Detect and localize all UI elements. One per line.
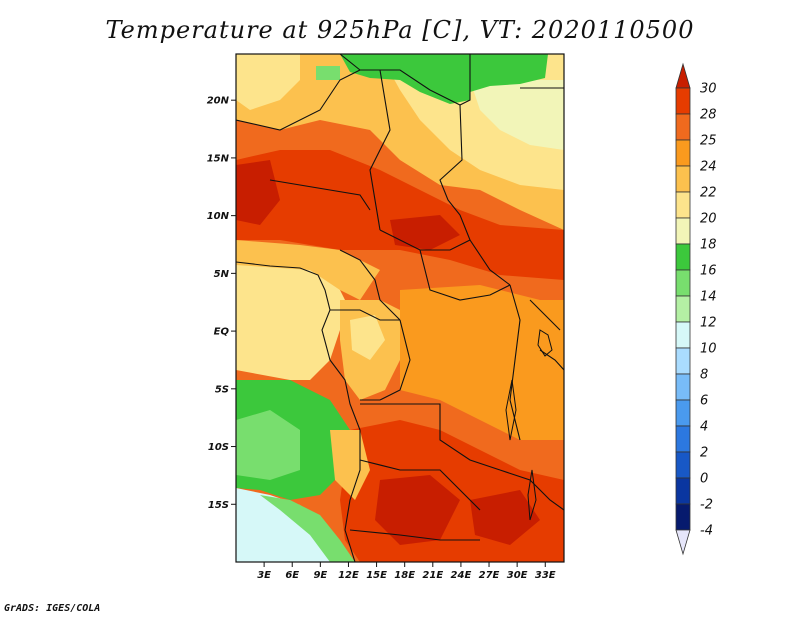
colorbar-label: -2 xyxy=(700,498,713,513)
colorbar-segment xyxy=(675,269,691,297)
coastline xyxy=(236,261,361,562)
temp-zone-south-hotspot2 xyxy=(470,490,540,545)
colorbar-label: 24 xyxy=(700,160,717,175)
footer-credit: GrADS: IGES/COLA xyxy=(4,603,101,614)
temp-zone-east-orange xyxy=(400,285,564,440)
colorbar-label: 2 xyxy=(700,446,708,461)
country-borders xyxy=(236,54,564,541)
colorbar-label: 18 xyxy=(700,238,717,253)
colorbar-segment xyxy=(675,217,691,245)
colorbar-label: 16 xyxy=(700,264,717,279)
colorbar-segment xyxy=(675,113,691,141)
colorbar-segment xyxy=(675,425,691,453)
lat-tick-label: 15N xyxy=(207,153,230,164)
colorbar-segment xyxy=(675,347,691,375)
lat-tick-label: 5N xyxy=(214,269,230,280)
map-title: Temperature at 925hPa [C], VT: 202011050… xyxy=(105,16,695,44)
longitude-axis: 3E 6E 9E 12E 15E 18E 21E 24E 27E 30E 33E xyxy=(257,562,556,581)
temp-zone-sw-coast-green xyxy=(260,495,355,562)
temp-zone-northeast-lightyellow xyxy=(470,80,564,150)
temp-zone-congo-pale xyxy=(350,315,385,360)
lon-tick-label: 9E xyxy=(313,570,327,581)
colorbar-segment xyxy=(675,503,691,531)
lon-tick-label: 15E xyxy=(366,570,387,581)
lon-tick-label: 12E xyxy=(338,570,359,581)
colorbar-label: -4 xyxy=(700,524,713,539)
colorbar-label: 30 xyxy=(700,82,717,97)
lat-tick-label: 10N xyxy=(207,211,230,222)
colorbar-segment xyxy=(675,295,691,323)
temp-zone-sw-lightgreen xyxy=(236,410,300,480)
colorbar-segment xyxy=(675,139,691,167)
temp-zone-west-yellow xyxy=(236,240,380,300)
temp-zone-guinea-pale xyxy=(236,262,345,380)
lat-tick-label: 5S xyxy=(215,384,229,395)
colorbar-segment xyxy=(675,477,691,505)
lon-tick-label: 21E xyxy=(422,570,443,581)
colorbar-segment xyxy=(675,165,691,193)
colorbar-label: 10 xyxy=(700,342,717,357)
colorbar-segment xyxy=(675,87,691,115)
lat-tick-label: 15S xyxy=(208,500,229,511)
lon-tick-label: 24E xyxy=(451,570,472,581)
colorbar-label: 25 xyxy=(700,134,717,149)
colorbar-label: 8 xyxy=(700,368,708,383)
lon-tick-label: 18E xyxy=(394,570,415,581)
colorbar-label: 0 xyxy=(700,472,708,487)
lon-tick-label: 30E xyxy=(507,570,528,581)
colorbar-label: 28 xyxy=(700,108,717,123)
colorbar-label: 6 xyxy=(700,394,708,409)
temp-zone-north-lightgreen xyxy=(316,66,340,80)
colorbar-label: 14 xyxy=(700,290,717,305)
colorbar-segment xyxy=(675,399,691,427)
colorbar-segment xyxy=(675,373,691,401)
temp-zone-sahel-hotspot xyxy=(390,215,460,250)
colorbar-label: 12 xyxy=(700,316,717,331)
lat-tick-label: EQ xyxy=(214,327,230,338)
latitude-axis: 20N 15N 10N 5N EQ 5S 10S 15S xyxy=(207,96,236,511)
colorbar-label: 22 xyxy=(700,186,717,201)
colorbar-segment xyxy=(675,243,691,271)
colorbar-label: 20 xyxy=(700,212,717,227)
lon-tick-label: 27E xyxy=(479,570,500,581)
colorbar-label: 4 xyxy=(700,420,708,435)
lon-tick-label: 33E xyxy=(535,570,556,581)
temp-zone-north-green xyxy=(340,54,470,104)
map-frame xyxy=(235,53,565,563)
lat-tick-label: 10S xyxy=(208,442,229,453)
lon-tick-label: 6E xyxy=(285,570,299,581)
colorbar-segment xyxy=(675,191,691,219)
temp-zone-west-hot xyxy=(236,160,280,225)
temp-zone-south-hotspot xyxy=(375,475,460,545)
colorbar-bottom-triangle xyxy=(675,529,691,556)
temperature-field xyxy=(236,54,564,562)
temp-zone-nw-pale xyxy=(236,54,300,110)
lat-tick-label: 20N xyxy=(207,96,230,107)
colorbar-segment xyxy=(675,321,691,349)
lon-tick-label: 3E xyxy=(257,570,271,581)
lakes xyxy=(505,329,553,521)
temp-zone-northeast-green xyxy=(470,54,548,92)
colorbar-top-triangle xyxy=(675,62,691,89)
colorbar-segment xyxy=(675,451,691,479)
temp-zone-sahel-hot xyxy=(236,150,564,280)
